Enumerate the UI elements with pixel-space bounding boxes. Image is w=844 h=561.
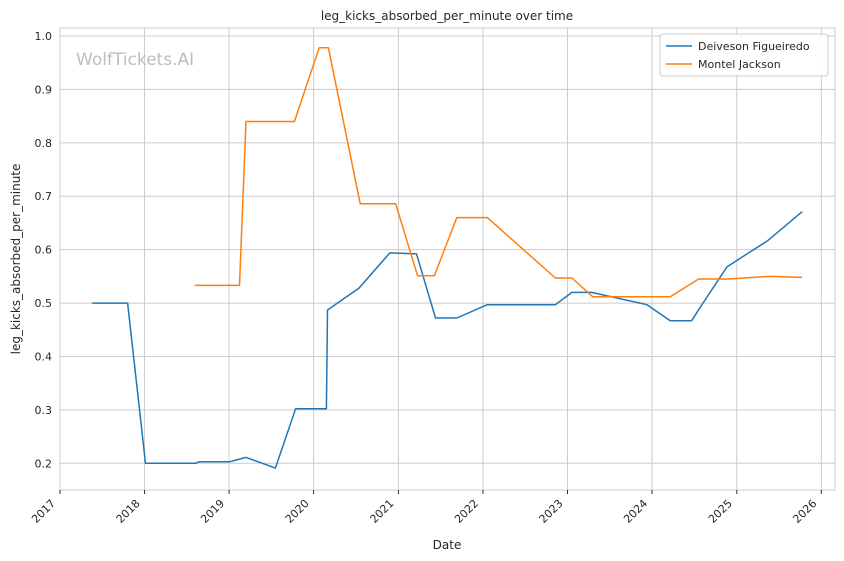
y-tick-label: 0.3: [35, 404, 53, 417]
y-axis-ticks: 0.2 0.3 0.4 0.5 0.6 0.7 0.8 0.9 1.0: [35, 30, 53, 470]
plot-frame: [59, 27, 836, 491]
y-tick-label: 0.4: [35, 350, 53, 363]
x-axis-label: Date: [433, 538, 462, 552]
series-layer: [92, 47, 803, 469]
watermark-text: WolfTickets.AI: [76, 50, 194, 70]
legend-label-deiveson-figueiredo: Deiveson Figueiredo: [698, 40, 810, 53]
y-axis-label: leg_kicks_absorbed_per_minute: [9, 164, 23, 355]
y-tick-label: 1.0: [35, 30, 53, 43]
y-tick-label: 0.5: [35, 297, 53, 310]
chart-title: leg_kicks_absorbed_per_minute over time: [321, 9, 573, 23]
y-tick-label: 0.7: [35, 190, 53, 203]
series-line-deiveson-figueiredo: [92, 211, 803, 469]
y-tick-label: 0.6: [35, 244, 53, 257]
y-tick-label: 0.8: [35, 137, 53, 150]
series-line-montel-jackson: [194, 47, 803, 298]
legend: Deiveson Figueiredo Montel Jackson: [659, 33, 829, 77]
legend-box: [659, 33, 829, 77]
y-tick-label: 0.9: [35, 83, 53, 96]
y-tick-label: 0.2: [35, 457, 53, 470]
legend-label-montel-jackson: Montel Jackson: [698, 58, 781, 71]
